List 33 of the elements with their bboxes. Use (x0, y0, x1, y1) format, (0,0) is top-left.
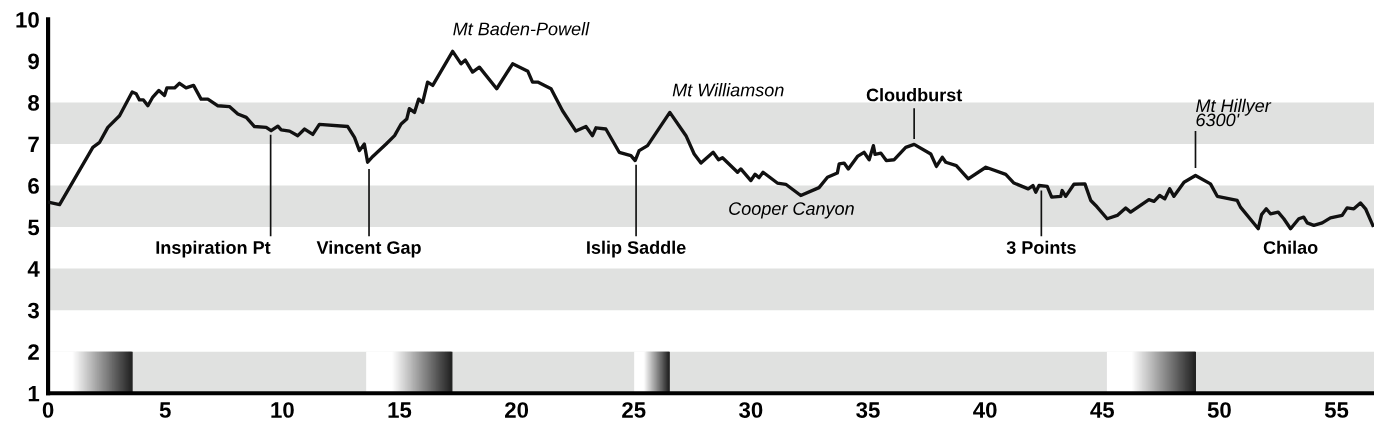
y-tick-label: 3 (27, 302, 39, 319)
y-tick-label: 5 (28, 219, 40, 236)
x-tick-label: 20 (505, 402, 529, 418)
y-tick-label: 9 (28, 53, 39, 70)
x-tick-label: 5 (159, 402, 171, 418)
y-tick-label: 1 (28, 385, 40, 402)
y-tick-label: 7 (28, 136, 39, 153)
x-tick-label: 45 (1090, 402, 1114, 418)
y-tick-label: 6 (28, 178, 39, 194)
annotation: Chilao (1263, 240, 1318, 254)
y-tick-label: 4 (27, 261, 40, 277)
annotation: Mt Williamson (672, 83, 784, 97)
annotation: Islip Saddle (587, 240, 686, 258)
annotation: Cooper Canyon (729, 202, 854, 219)
x-tick-label: 50 (1207, 402, 1231, 418)
annotation: 3 Points (1006, 240, 1076, 254)
annotation: Mt Baden-Powell (453, 22, 590, 36)
y-tick-label: 8 (28, 94, 40, 111)
y-tick-label: 10 (16, 11, 39, 28)
x-tick-label: 40 (973, 402, 997, 418)
annotation: Inspiration Pt (156, 240, 271, 258)
x-tick-label: 30 (739, 402, 763, 418)
x-tick-label: 15 (388, 402, 412, 418)
x-tick-label: 25 (622, 402, 646, 418)
x-tick-label: 10 (271, 402, 294, 418)
x-tick-label: 0 (42, 402, 54, 418)
x-tick-label: 35 (856, 402, 880, 418)
annotation: Mt Hillyer 6300' (1196, 98, 1272, 127)
annotation: Vincent Gap (316, 240, 421, 258)
x-tick-label: 55 (1324, 402, 1349, 418)
line-series (48, 49, 1374, 231)
annotation: Cloudburst (866, 88, 963, 102)
y-tick-label: 2 (28, 344, 39, 360)
